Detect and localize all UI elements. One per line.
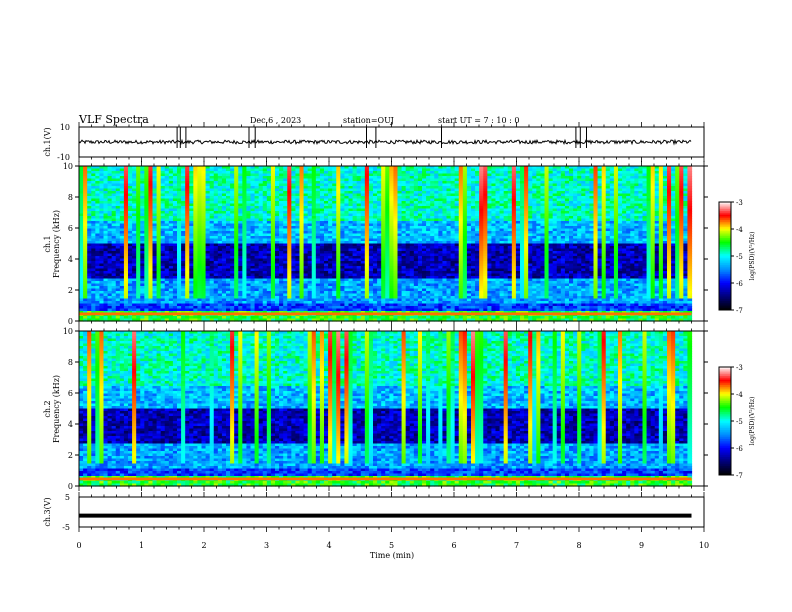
ch1-waveform-panel: 10 -10 ch.1(V)	[43, 123, 704, 162]
ch1-ytick-bottom: -10	[57, 153, 70, 162]
figure-title: VLF Spectra	[78, 113, 149, 126]
ch1-ytick-top: 10	[60, 123, 70, 132]
vlf-spectra-figure: VLF Spectra Dec.6 , 2023 station=OUJ sta…	[0, 0, 792, 612]
ch1-spectrogram-image	[79, 166, 692, 322]
ch1-ylabel: ch.1(V)	[43, 127, 52, 156]
date-label: Dec.6 , 2023	[250, 116, 301, 125]
station-label: station=OUJ	[343, 116, 394, 125]
start-ut-label: start UT = 7 : 10 : 0	[438, 116, 519, 125]
